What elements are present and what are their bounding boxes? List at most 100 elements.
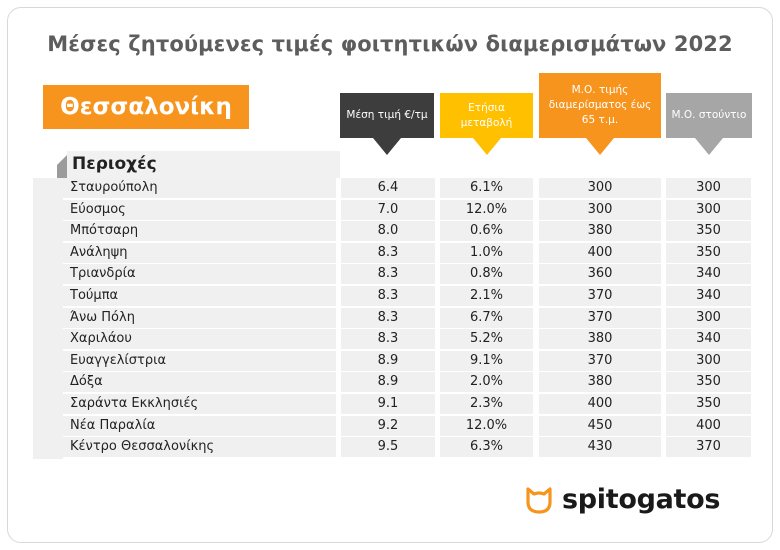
column-header-3: Μ.Ο. τιμής διαμερίσματος έως 65 τ.μ. bbox=[539, 73, 661, 138]
value-cell: 8.9 bbox=[341, 350, 435, 371]
value-cell: 0.8% bbox=[440, 264, 533, 285]
table-row: Ανάληψη 8.3 1.0% 400 350 bbox=[63, 242, 751, 265]
column-header-text: Μ.Ο. στούντιο bbox=[671, 109, 747, 121]
area-name-cell: Άνω Πόλη bbox=[63, 307, 336, 328]
table-row: Τριανδρία 8.3 0.8% 360 340 bbox=[63, 264, 751, 286]
area-name-cell: Ευαγγελίστρια bbox=[63, 350, 336, 371]
value-cell: 12.0% bbox=[440, 415, 533, 436]
value-cell: 370 bbox=[666, 437, 751, 458]
value-cell: 380 bbox=[539, 329, 661, 350]
value-cell: 9.5 bbox=[341, 437, 435, 458]
city-label: Θεσσαλονίκη bbox=[43, 85, 249, 129]
value-cell: 8.3 bbox=[341, 264, 435, 285]
value-cell: 430 bbox=[539, 437, 661, 458]
area-name-cell: Εύοσμος bbox=[63, 199, 336, 220]
value-cell: 300 bbox=[666, 307, 751, 328]
column-header-1: Μέση τιμή €/τμ bbox=[340, 93, 434, 138]
area-name-cell: Χαριλάου bbox=[63, 329, 336, 350]
column-header-text: διαμερίσματος έως bbox=[548, 99, 652, 111]
column-header-2: Ετήσια μεταβολή bbox=[440, 93, 533, 138]
value-cell: 2.3% bbox=[440, 394, 533, 414]
value-cell: 380 bbox=[539, 372, 661, 393]
areas-label: Περιοχές bbox=[67, 151, 340, 178]
value-cell: 8.3 bbox=[341, 307, 435, 328]
value-cell: 9.1% bbox=[440, 350, 533, 371]
row-sidebar bbox=[33, 178, 63, 459]
value-cell: 7.0 bbox=[341, 199, 435, 220]
value-cell: 2.0% bbox=[440, 372, 533, 393]
value-cell: 300 bbox=[539, 178, 661, 198]
value-cell: 2.1% bbox=[440, 286, 533, 306]
value-cell: 12.0% bbox=[440, 199, 533, 220]
value-cell: 6.3% bbox=[440, 437, 533, 458]
cat-face-icon bbox=[526, 486, 552, 514]
column-header-text: Μέση τιμή €/τμ bbox=[346, 109, 428, 121]
value-cell: 350 bbox=[666, 221, 751, 242]
value-cell: 350 bbox=[666, 394, 751, 414]
value-cell: 9.1 bbox=[341, 394, 435, 414]
column-header-arrow bbox=[472, 138, 501, 155]
table-row: Χαριλάου 8.3 5.2% 380 340 bbox=[63, 329, 751, 351]
value-cell: 400 bbox=[666, 415, 751, 436]
table-row: Τούμπα 8.3 2.1% 370 340 bbox=[63, 286, 751, 308]
column-header-text: 65 τ.μ. bbox=[581, 114, 619, 126]
value-cell: 380 bbox=[539, 221, 661, 242]
area-name-cell: Τριανδρία bbox=[63, 264, 336, 285]
value-cell: 400 bbox=[539, 394, 661, 414]
value-cell: 370 bbox=[539, 286, 661, 306]
value-cell: 370 bbox=[539, 350, 661, 371]
value-cell: 370 bbox=[539, 307, 661, 328]
value-cell: 6.4 bbox=[341, 178, 435, 198]
table-row: Δόξα 8.9 2.0% 380 350 bbox=[63, 372, 751, 394]
brand-logo: spitogatos bbox=[524, 484, 720, 515]
value-cell: 0.6% bbox=[440, 221, 533, 242]
page-title: Μέσες ζητούμενες τιμές φοιτητικών διαμερ… bbox=[47, 32, 733, 56]
column-header-text: Ετήσια bbox=[468, 101, 505, 114]
area-name-cell: Νέα Παραλία bbox=[63, 415, 336, 436]
logo-text: spitogatos bbox=[562, 484, 721, 515]
value-cell: 8.3 bbox=[341, 286, 435, 306]
column-header-text: μεταβολή bbox=[460, 116, 513, 129]
value-cell: 340 bbox=[666, 329, 751, 350]
area-name-cell: Τούμπα bbox=[63, 286, 336, 306]
value-cell: 300 bbox=[539, 199, 661, 220]
column-header-text: Μ.Ο. τιμής bbox=[571, 84, 629, 96]
area-name-cell: Σταυρούπολη bbox=[63, 178, 336, 198]
area-name-cell: Κέντρο Θεσσαλονίκης bbox=[63, 437, 336, 458]
area-name-cell: Δόξα bbox=[63, 372, 336, 393]
value-cell: 8.9 bbox=[341, 372, 435, 393]
value-cell: 300 bbox=[666, 199, 751, 220]
value-cell: 300 bbox=[666, 350, 751, 371]
table-row: Ευαγγελίστρια 8.9 9.1% 370 300 bbox=[63, 350, 751, 373]
column-header-arrow bbox=[586, 138, 614, 155]
column-header-arrow bbox=[373, 138, 401, 155]
value-cell: 340 bbox=[666, 264, 751, 285]
column-header-arrow bbox=[695, 138, 723, 155]
table-row: Σταυρούπολη 6.4 6.1% 300 300 bbox=[63, 178, 751, 200]
table-row: Μπότσαρη 8.0 0.6% 380 350 bbox=[63, 221, 751, 243]
area-name-cell: Ανάληψη bbox=[63, 242, 336, 263]
table-row: Σαράντα Εκκλησιές 9.1 2.3% 400 350 bbox=[63, 394, 751, 416]
table-row: Άνω Πόλη 8.3 6.7% 370 300 bbox=[63, 307, 751, 330]
value-cell: 400 bbox=[539, 242, 661, 263]
value-cell: 450 bbox=[539, 415, 661, 436]
value-cell: 350 bbox=[666, 242, 751, 263]
value-cell: 8.3 bbox=[341, 242, 435, 263]
value-cell: 1.0% bbox=[440, 242, 533, 263]
value-cell: 6.1% bbox=[440, 178, 533, 198]
value-cell: 360 bbox=[539, 264, 661, 285]
table-row: Κέντρο Θεσσαλονίκης 9.5 6.3% 430 370 bbox=[63, 437, 751, 459]
value-cell: 5.2% bbox=[440, 329, 533, 350]
value-cell: 350 bbox=[666, 372, 751, 393]
table-row: Νέα Παραλία 9.2 12.0% 450 400 bbox=[63, 415, 751, 438]
value-cell: 340 bbox=[666, 286, 751, 306]
value-cell: 9.2 bbox=[341, 415, 435, 436]
area-name-cell: Μπότσαρη bbox=[63, 221, 336, 242]
table-row: Εύοσμος 7.0 12.0% 300 300 bbox=[63, 199, 751, 222]
value-cell: 6.7% bbox=[440, 307, 533, 328]
value-cell: 300 bbox=[666, 178, 751, 198]
value-cell: 8.0 bbox=[341, 221, 435, 242]
value-cell: 8.3 bbox=[341, 329, 435, 350]
area-name-cell: Σαράντα Εκκλησιές bbox=[63, 394, 336, 414]
column-header-4: Μ.Ο. στούντιο bbox=[666, 93, 752, 138]
